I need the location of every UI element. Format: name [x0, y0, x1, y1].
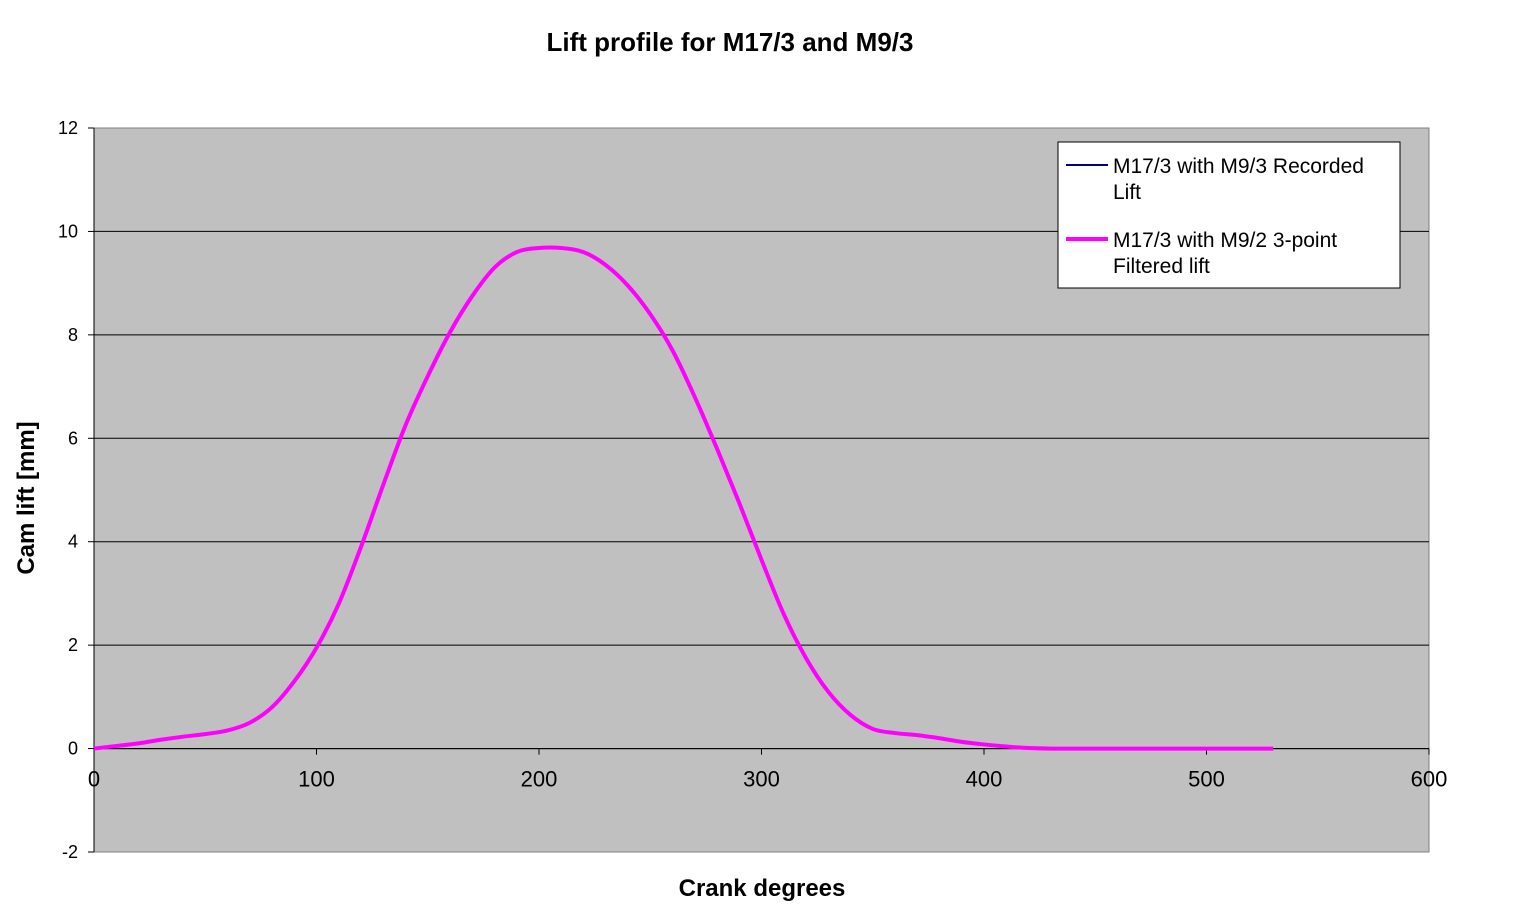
y-tick-label: 2	[68, 635, 78, 655]
y-tick-labels: -2 0 2 4 6 8 10 12	[58, 118, 78, 862]
y-axis-title: Cam lift [mm]	[13, 421, 40, 574]
y-tick-label: 0	[68, 739, 78, 759]
chart-title: Lift profile for M17/3 and M9/3	[547, 27, 914, 57]
y-tick-label: 6	[68, 428, 78, 448]
y-tick-label: 8	[68, 325, 78, 345]
x-tick-label: 100	[298, 767, 335, 792]
y-tick-label: 10	[58, 221, 78, 241]
x-tick-label: 400	[966, 767, 1003, 792]
series-lines	[93, 245, 1274, 751]
x-tick-label: 500	[1188, 767, 1225, 792]
x-tick-label: 300	[743, 767, 780, 792]
legend-label-filtered-lift-line2: Filtered lift	[1113, 255, 1210, 278]
legend: M17/3 with M9/3 Recorded Lift M17/3 with…	[1057, 141, 1401, 289]
y-tick-label: 12	[58, 118, 78, 138]
x-axis-title: Crank degrees	[679, 875, 846, 902]
x-tick-label: 0	[88, 767, 100, 792]
legend-label-recorded-lift-line2: Lift	[1113, 181, 1141, 204]
y-tick-label: 4	[68, 532, 78, 552]
x-tick-label: 600	[1411, 767, 1448, 792]
legend-box	[1057, 141, 1401, 289]
legend-label-recorded-lift-line1: M17/3 with M9/3 Recorded	[1113, 155, 1364, 178]
legend-label-filtered-lift-line1: M17/3 with M9/2 3-point	[1113, 229, 1337, 252]
x-tick-labels: 0 100 200 300 400 500 600	[88, 767, 1447, 792]
x-tick-label: 200	[521, 767, 558, 792]
y-tick-label: -2	[62, 842, 78, 862]
series-line-1	[93, 245, 1274, 751]
